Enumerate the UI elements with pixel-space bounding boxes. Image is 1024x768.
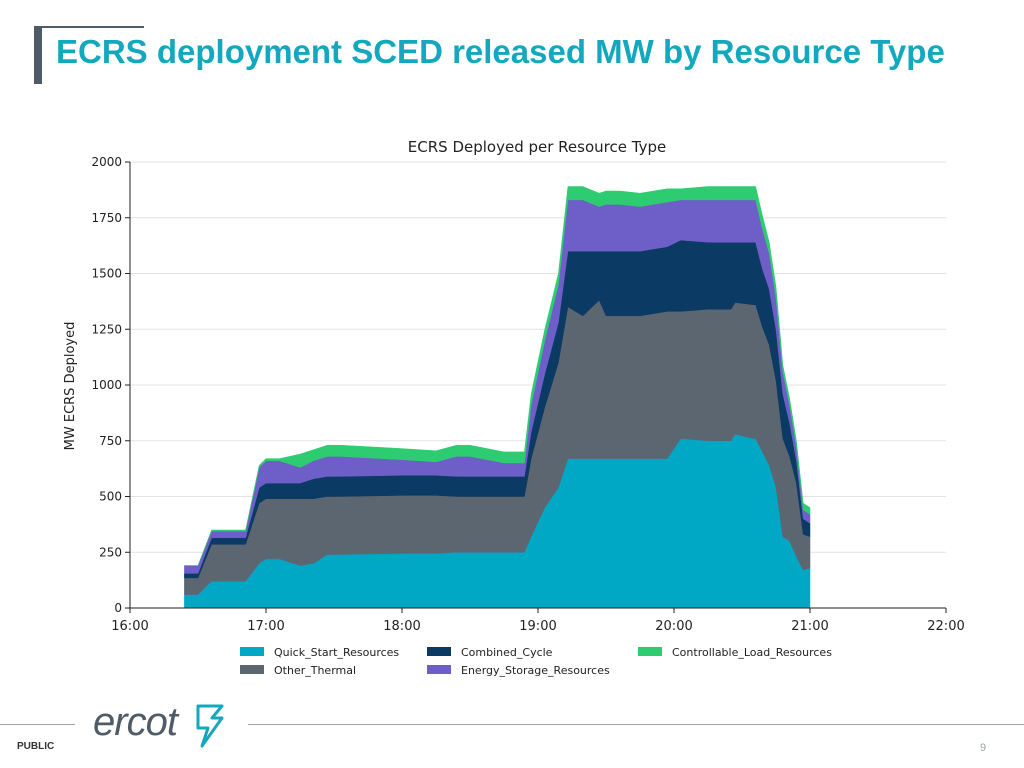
legend-label: Other_Thermal [274, 664, 356, 677]
y-tick-label: 1000 [91, 378, 122, 392]
y-tick-label: 2000 [91, 155, 122, 169]
legend-label: Quick_Start_Resources [274, 646, 399, 659]
title-accent-line [42, 26, 144, 28]
slide-title: ECRS deployment SCED released MW by Reso… [56, 33, 945, 70]
legend-swatch [240, 665, 264, 674]
y-tick-label: 0 [114, 601, 122, 615]
y-tick-label: 750 [99, 434, 122, 448]
y-tick-label: 1500 [91, 267, 122, 281]
legend-swatch [427, 665, 451, 674]
legend-swatch [427, 647, 451, 656]
classification-label: PUBLIC [17, 741, 55, 752]
x-tick-label: 17:00 [247, 619, 284, 634]
legend-label: Controllable_Load_Resources [672, 646, 832, 659]
stacked-areas [184, 186, 811, 609]
ercot-logo-icon [196, 704, 224, 748]
series-area-controllable-load-resources [184, 186, 811, 566]
footer-divider-left [0, 724, 75, 725]
legend-swatch [240, 647, 264, 656]
x-tick-label: 22:00 [927, 619, 964, 634]
y-tick-label: 1250 [91, 322, 122, 336]
ercot-logo: ercot [93, 700, 178, 744]
legend-swatch [638, 647, 662, 656]
axes: 0 250 500 750 1000 1250 1500 1750 2000 16:00 17:00… [91, 155, 964, 634]
y-tick-label: 500 [99, 490, 122, 504]
x-tick-label: 19:00 [519, 619, 556, 634]
ecrs-area-chart: ECRS Deployed per Resource Type MW ECRS … [63, 138, 965, 677]
x-tick-label: 21:00 [791, 619, 828, 634]
x-tick-label: 18:00 [383, 619, 420, 634]
page-number: 9 [980, 742, 987, 754]
x-tick-label: 16:00 [111, 619, 148, 634]
legend-label: Energy_Storage_Resources [461, 664, 610, 677]
footer-divider-right [248, 724, 1024, 725]
y-tick-label: 250 [99, 545, 122, 559]
y-tick-label: 1750 [91, 211, 122, 225]
title-accent-bar [34, 26, 42, 84]
chart-title: ECRS Deployed per Resource Type [408, 138, 666, 156]
y-axis-label: MW ECRS Deployed [63, 322, 78, 451]
x-tick-label: 20:00 [655, 619, 692, 634]
legend-label: Combined_Cycle [461, 646, 553, 659]
legend: Quick_Start_Resources Other_Thermal Combin… [240, 646, 832, 677]
